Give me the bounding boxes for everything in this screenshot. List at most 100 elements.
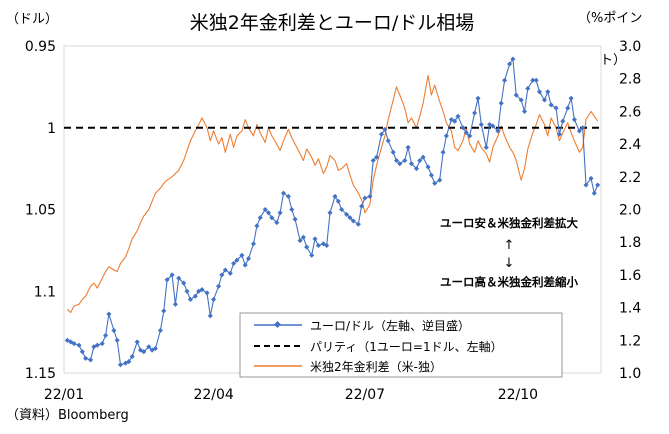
eurusd-point <box>103 332 109 338</box>
x-axis-ticks: 22/01 22/04 22/07 22/10 <box>44 387 538 403</box>
right-tick-label: 1.4 <box>619 301 641 317</box>
eurusd-point <box>315 242 321 249</box>
arrow-up-icon: ↑ <box>504 238 515 253</box>
eurusd-point <box>106 311 112 317</box>
eurusd-point <box>134 339 140 345</box>
eurusd-point <box>483 144 489 150</box>
eurusd-point <box>312 236 318 242</box>
eurusd-point <box>510 56 516 62</box>
eurusd-point <box>234 257 240 263</box>
eurusd-point <box>146 344 152 350</box>
eurusd-point <box>385 138 391 144</box>
eurusd-point <box>269 215 275 221</box>
eurusd-point <box>71 341 77 347</box>
right-tick-label: 2.8 <box>619 72 641 88</box>
eurusd-point <box>157 327 163 334</box>
eurusd-point <box>565 105 571 111</box>
eurusd-point <box>502 77 508 83</box>
right-tick-label: 1.8 <box>619 235 641 251</box>
eurusd-point <box>239 252 245 258</box>
eurusd-point <box>413 166 420 172</box>
eurusd-point <box>207 313 213 319</box>
eurusd-point <box>382 126 388 132</box>
right-tick-label: 3.0 <box>619 39 641 55</box>
eurusd-point <box>164 277 170 283</box>
eurusd-point <box>390 149 396 155</box>
eurusd-point <box>304 244 310 250</box>
eurusd-point <box>475 95 481 101</box>
eurusd-point <box>507 61 513 67</box>
eurusd-point <box>362 195 368 201</box>
annotation-lower: ユーロ高＆米独金利差縮小 <box>440 275 578 289</box>
eurusd-point <box>541 97 548 103</box>
eurusd-point <box>428 172 434 178</box>
eurusd-point <box>378 131 385 137</box>
eurusd-point <box>393 157 400 164</box>
x-tick-label: 22/10 <box>498 387 538 403</box>
right-tick-label: 1.6 <box>619 268 641 284</box>
eurusd-point <box>417 157 423 164</box>
legend-label-eurusd: ユーロ/ドル（左軸、逆目盛） <box>310 318 470 333</box>
eurusd-point <box>169 272 175 278</box>
eurusd-point <box>231 260 237 267</box>
eurusd-point <box>199 287 205 293</box>
legend: ユーロ/ドル（左軸、逆目盛） パリティ（1ユーロ=1ドル、左軸） 米独2年金利差… <box>239 312 563 378</box>
eurusd-point <box>335 198 341 204</box>
eurusd-point <box>88 357 94 363</box>
eurusd-point <box>327 210 333 216</box>
eurusd-point <box>79 349 85 355</box>
eurusd-point <box>204 290 210 296</box>
eurusd-point <box>126 359 132 365</box>
eurusd-point <box>265 210 272 216</box>
eurusd-point <box>595 182 601 188</box>
eurusd-point <box>521 108 528 114</box>
eurusd-point <box>576 128 582 134</box>
eurusd-point <box>478 121 484 128</box>
eurusd-point <box>533 77 539 83</box>
right-tick-label: 2.4 <box>619 137 641 153</box>
right-axis-unit-line1: （%ポイン <box>578 11 642 26</box>
right-tick-label: 1.2 <box>619 333 641 349</box>
eurusd-point <box>99 341 105 347</box>
right-tick-label: 1.0 <box>619 366 641 382</box>
eurusd-point <box>152 345 158 352</box>
eurusd-point <box>129 354 135 360</box>
left-axis-unit: （ドル） <box>6 12 58 27</box>
eurusd-point <box>545 89 551 95</box>
eurusd-point <box>588 175 594 181</box>
eurusd-point <box>242 262 248 268</box>
eurusd-point <box>250 241 257 247</box>
eurusd-point <box>300 234 306 240</box>
eurusd-point <box>76 342 82 348</box>
eurusd-point <box>571 117 577 123</box>
eurusd-point <box>227 270 233 276</box>
left-tick-label: 0.95 <box>25 39 56 55</box>
left-tick-label: 1 <box>47 121 56 137</box>
eurusd-point <box>114 337 120 343</box>
eurusd-point <box>280 190 287 196</box>
eurusd-point <box>397 161 403 167</box>
eurusd-point <box>277 210 283 216</box>
eurusd-point <box>176 275 182 281</box>
eurusd-point <box>292 216 298 222</box>
eurusd-point <box>495 128 501 134</box>
left-axis-ticks: 0.95 1 1.05 1.1 1.15 <box>25 39 56 382</box>
eurusd-point <box>536 89 543 95</box>
eurusd-point <box>402 157 408 164</box>
left-tick-label: 1.15 <box>25 366 56 382</box>
eurusd-point <box>192 293 198 299</box>
right-tick-label: 2.2 <box>619 170 641 186</box>
eurusd-point <box>498 100 504 106</box>
legend-label-spread: 米独2年金利差（米-独） <box>310 359 442 374</box>
eurusd-point <box>525 85 531 92</box>
eurusd-point <box>172 301 178 307</box>
chart-title: 米独2年金利差とユーロ/ドル相場 <box>190 12 475 34</box>
x-tick-label: 22/04 <box>193 387 233 403</box>
eurusd-point <box>222 267 228 273</box>
eurusd-point <box>141 349 147 355</box>
eurusd-point <box>467 133 473 139</box>
eurusd-point <box>556 131 562 137</box>
eurusd-point <box>463 130 469 136</box>
eurusd-point <box>355 221 361 227</box>
